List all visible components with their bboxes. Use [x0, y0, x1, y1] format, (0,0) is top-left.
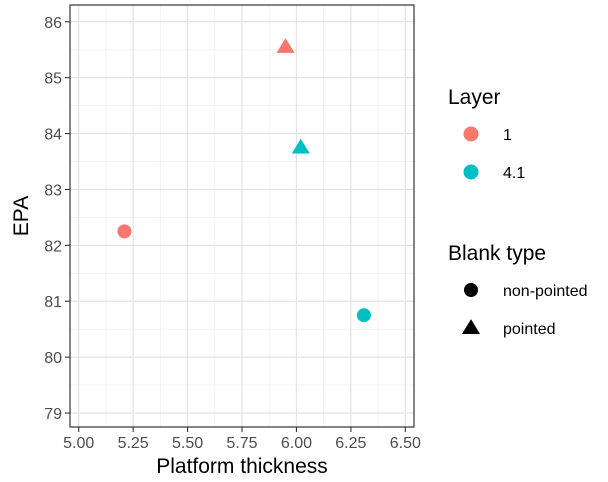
y-tick-label: 79 [44, 406, 62, 423]
legend-key-circle [463, 126, 479, 142]
y-axis: 79 80 81 82 83 84 85 86 [44, 15, 70, 423]
data-point-triangle [276, 38, 295, 53]
x-tick-label: 6.25 [335, 435, 366, 452]
x-axis: 5.00 5.25 5.50 5.75 6.00 6.25 6.50 [63, 427, 421, 452]
y-tick-label: 84 [44, 127, 62, 144]
data-point-circle [356, 308, 371, 323]
legend-label: pointed [503, 321, 556, 338]
legend-label: 1 [503, 127, 512, 144]
major-grid [70, 5, 414, 427]
y-tick-label: 80 [44, 350, 62, 367]
y-tick-label: 81 [44, 294, 62, 311]
x-tick-label: 5.50 [172, 435, 203, 452]
y-axis-title: EPA [10, 196, 33, 236]
x-tick-label: 5.00 [63, 435, 94, 452]
y-tick-label: 86 [44, 15, 62, 32]
y-tick-label: 85 [44, 71, 62, 88]
legend-label: 4.1 [503, 165, 525, 182]
data-point-circle [117, 224, 132, 239]
x-axis-title: Platform thickness [156, 455, 328, 478]
legend-key-circle [463, 164, 479, 180]
x-tick-label: 5.25 [118, 435, 149, 452]
data-points [117, 38, 371, 323]
y-tick-label: 82 [44, 238, 62, 255]
legend-key-circle [464, 283, 478, 297]
legends: Layer 1 4.1 Blank type non-pointed pointed [448, 86, 588, 338]
x-tick-label: 6.00 [281, 435, 312, 452]
legend-key-triangle [461, 319, 481, 334]
data-point-triangle [291, 138, 310, 154]
legend-title: Layer [448, 86, 501, 109]
legend-label: non-pointed [503, 283, 588, 300]
y-tick-label: 83 [44, 182, 62, 199]
legend-title: Blank type [448, 242, 546, 265]
x-tick-label: 6.50 [390, 435, 421, 452]
x-tick-label: 5.75 [226, 435, 257, 452]
